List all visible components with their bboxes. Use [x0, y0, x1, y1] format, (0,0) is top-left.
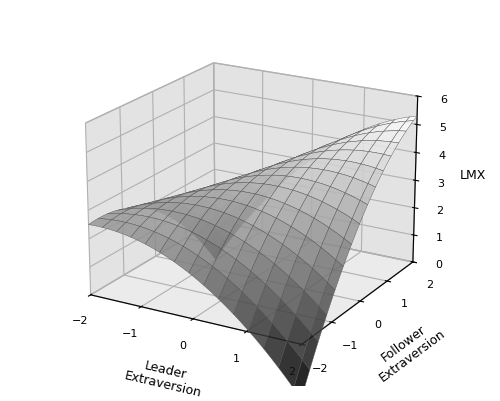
- X-axis label: Leader
Extraversion: Leader Extraversion: [122, 354, 206, 399]
- Y-axis label: Follower
Extraversion: Follower Extraversion: [368, 315, 448, 384]
